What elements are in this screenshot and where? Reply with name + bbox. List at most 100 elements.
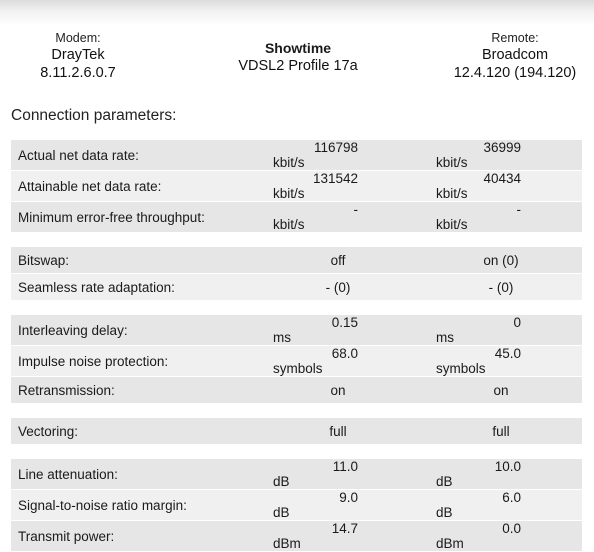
upstream-value: 40434 [483,171,521,186]
showtime-info: Showtime VDSL2 Profile 17a [226,40,370,75]
param-row: Impulse noise protection: 68.0symbols 45.0… [11,345,582,377]
upstream-value-cell: full [431,417,582,445]
downstream-value: off [330,252,346,268]
param-label: Retransmission: [11,376,268,404]
upstream-value: 45.0 [494,346,521,361]
param-row: Attainable net data rate: 131542kbit/s 404… [11,170,582,202]
group-spacer [11,444,582,459]
downstream-value-cell: on [268,376,431,404]
param-row: Interleaving delay: 0.15 ms 0 ms [11,314,582,346]
upstream-unit: kbit/s [436,217,468,232]
upstream-value-cell: 45.0 symbols [431,345,582,377]
modem-label: Modem: [55,31,101,45]
upstream-value: on (0) [483,252,519,268]
downstream-unit: kbit/s [273,155,305,170]
downstream-value-cell: - (0) [268,273,431,301]
downstream-unit: symbols [273,361,323,376]
downstream-unit: dB [273,474,290,489]
upstream-value-cell: 0 ms [431,314,582,346]
upstream-unit: dBm [436,536,464,551]
group-spacer-cell [11,232,582,247]
upstream-value: on [493,382,509,398]
param-row: Vectoring: full full [11,417,582,445]
top-shade [0,0,594,26]
upstream-value-cell: on [431,376,582,404]
connection-parameters-table: Actual net data rate: 116798 kbit/s 36999 kb… [11,140,582,552]
downstream-value-cell: 116798 kbit/s [268,140,431,171]
upstream-value-cell: 36999 kbit/s [431,140,582,171]
downstream-value-cell: 14.7 dBm [268,520,431,552]
param-row: Transmit power: 14.7 dBm 0.0 dBm [11,520,582,552]
upstream-unit: dB [436,505,453,520]
upstream-unit: dB [436,474,453,489]
param-row: Actual net data rate: 116798 kbit/s 36999 kb… [11,140,582,171]
vdsl-profile: VDSL2 Profile 17a [238,58,358,74]
downstream-value: 11.0 [332,459,358,474]
downstream-value: 9.0 [339,490,358,505]
upstream-value: 36999 [483,140,521,155]
downstream-value: - [353,202,359,217]
group-spacer-cell [11,444,582,459]
remote-version: 12.4.120 (194.120) [453,65,577,81]
upstream-value-cell: 6.0 dB [431,489,582,521]
remote-label: Remote: [491,31,539,45]
upstream-value: 10.0 [494,459,521,474]
group-spacer [11,232,582,247]
upstream-value-cell: 0.0 dBm [431,520,582,552]
param-label: Interleaving delay: [11,314,268,346]
upstream-value: - (0) [488,279,514,295]
upstream-unit: kbit/s [436,186,468,201]
downstream-value-cell: 68.0 symbols [268,345,431,377]
param-label: Minimum error-free throughput: [11,201,268,233]
upstream-value: 0 [513,315,521,330]
param-label: Vectoring: [11,417,268,445]
upstream-unit: ms [436,330,454,345]
downstream-value: 0.15 [331,315,358,330]
upstream-value-cell: on (0) [431,246,582,274]
downstream-value-cell: off [268,246,431,274]
upstream-value: 6.0 [502,490,521,505]
downstream-value: full [329,423,347,439]
group-spacer [11,403,582,418]
group-spacer [11,300,582,315]
param-label: Bitswap: [11,246,268,274]
group-spacer-cell [11,403,582,418]
upstream-value-cell: - kbit/s [431,201,582,233]
downstream-value: - (0) [325,279,351,295]
downstream-value-cell: 11.0 dB [268,458,431,490]
downstream-value-cell: 9.0 dB [268,489,431,521]
modem-info: Modem: DrayTek 8.11.2.6.0.7 [18,31,138,82]
param-row: Minimum error-free throughput: - kbit/s - kb… [11,201,582,233]
downstream-unit: kbit/s [273,217,305,232]
upstream-value-cell: 40434 kbit/s [431,170,582,202]
downstream-value-cell: 0.15 ms [268,314,431,346]
param-label: Transmit power: [11,520,268,552]
param-row: Retransmission: on on [11,376,582,404]
downstream-unit: ms [273,330,291,345]
showtime-title: Showtime [264,40,332,56]
downstream-value-cell: - kbit/s [268,201,431,233]
upstream-value: 0.0 [502,521,521,536]
modem-name: DrayTek [51,47,105,63]
downstream-value: on [330,382,346,398]
downstream-value: 68.0 [331,346,358,361]
downstream-value: 131542 [312,171,358,186]
remote-name: Broadcom [481,47,549,63]
param-row: Seamless rate adaptation: - (0) - (0) [11,273,582,301]
upstream-value: - [516,202,522,217]
downstream-value: 116798 [313,140,358,155]
section-title: Connection parameters: [11,107,177,124]
upstream-unit: kbit/s [436,155,468,170]
upstream-unit: symbols [436,361,486,376]
param-label: Signal-to-noise ratio margin: [11,489,268,521]
downstream-unit: dBm [273,536,301,551]
param-label: Attainable net data rate: [11,170,268,202]
param-row: Signal-to-noise ratio margin: 9.0 dB 6.0 dB [11,489,582,521]
param-label: Impulse noise protection: [11,345,268,377]
param-row: Bitswap: off on (0) [11,246,582,274]
downstream-value-cell: 131542 kbit/s [268,170,431,202]
param-label: Seamless rate adaptation: [11,273,268,301]
upstream-value: full [492,423,510,439]
downstream-value: 14.7 [331,521,358,536]
param-label: Actual net data rate: [11,140,268,171]
